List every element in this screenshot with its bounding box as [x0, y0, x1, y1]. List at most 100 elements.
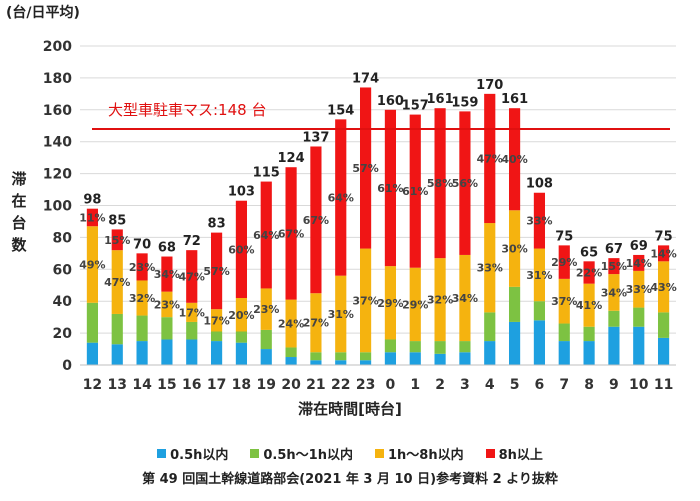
- bar-23-3: [359, 87, 372, 249]
- segment-label-6-3: 33%: [526, 215, 552, 228]
- segment-label-23-3: 57%: [352, 162, 378, 175]
- bar-4-1: [484, 312, 496, 342]
- bar-17-0: [210, 341, 223, 365]
- segment-label-11-3: 14%: [650, 247, 676, 260]
- segment-label-17-3: 57%: [203, 265, 229, 278]
- total-label-19: 115: [253, 166, 280, 181]
- segment-label-19-3: 64%: [253, 229, 279, 242]
- y-tick-label-1: 20: [53, 326, 73, 342]
- bar-17-3: [210, 232, 223, 310]
- segment-label-15-2: 23%: [154, 298, 180, 311]
- bar-7-2: [558, 278, 570, 324]
- bar-19-1: [260, 329, 272, 350]
- x-tick-label-10: 10: [629, 377, 649, 393]
- bar-12-2: [86, 226, 99, 303]
- bar-9-1: [608, 310, 620, 327]
- bar-20-2: [285, 299, 297, 348]
- total-label-6: 108: [526, 177, 553, 192]
- segment-label-3-3: 56%: [452, 177, 478, 190]
- bar-11-3: [657, 245, 670, 262]
- total-label-7: 75: [555, 229, 573, 244]
- segment-label-5-3: 40%: [501, 153, 527, 166]
- x-tick-label-4: 4: [485, 377, 495, 393]
- bar-14-2: [136, 280, 148, 316]
- bar-12-0: [86, 342, 99, 365]
- bar-18-0: [235, 342, 248, 365]
- total-label-13: 85: [108, 213, 126, 228]
- segment-label-1-3: 61%: [402, 185, 428, 198]
- unit-label: (台/日平均): [6, 5, 80, 21]
- bar-4-3: [484, 93, 496, 224]
- bar-13-2: [111, 250, 123, 314]
- bar-16-2: [186, 302, 198, 322]
- bar-17-2: [210, 309, 223, 332]
- x-axis-label: 滞在時間[時台]: [298, 400, 402, 418]
- total-label-16: 72: [183, 234, 201, 249]
- bar-5-3: [508, 108, 521, 211]
- bar-17-1: [210, 331, 223, 342]
- bar-15-3: [161, 256, 173, 292]
- bar-8-0: [583, 341, 595, 365]
- bar-1-0: [409, 352, 421, 365]
- legend-label-1: 0.5h～1h以内: [263, 448, 353, 463]
- bar-6-1: [533, 301, 546, 321]
- total-label-1: 157: [402, 99, 429, 114]
- segment-label-10-2: 33%: [626, 283, 652, 296]
- bar-7-1: [558, 323, 570, 342]
- y-tick-label-6: 120: [43, 167, 72, 183]
- segment-label-16-2: 17%: [179, 306, 205, 319]
- y-tick-label-9: 180: [43, 71, 72, 87]
- bar-22-1: [335, 352, 347, 361]
- bar-4-2: [484, 223, 496, 313]
- x-tick-label-21: 21: [306, 377, 325, 393]
- segment-label-10-3: 14%: [626, 257, 652, 270]
- bar-6-2: [533, 248, 546, 302]
- segment-label-15-3: 34%: [154, 268, 180, 281]
- bar-15-1: [161, 317, 173, 340]
- bar-1-2: [409, 267, 421, 342]
- bar-14-3: [136, 253, 148, 281]
- segment-label-8-2: 41%: [576, 299, 602, 312]
- bar-18-1: [235, 331, 248, 343]
- segment-label-21-2: 27%: [303, 317, 329, 330]
- total-label-15: 68: [158, 241, 176, 256]
- x-tick-label-18: 18: [232, 377, 251, 393]
- x-tick-label-1: 1: [410, 377, 420, 393]
- segment-label-2-2: 32%: [427, 294, 453, 307]
- bar-11-1: [657, 312, 670, 338]
- legend-item-0: 0.5h以内: [157, 444, 228, 463]
- total-label-23: 174: [352, 71, 379, 86]
- x-tick-label-6: 6: [535, 377, 545, 393]
- bar-23-2: [359, 248, 372, 353]
- bar-0-3: [384, 109, 397, 267]
- total-label-8: 65: [580, 245, 598, 260]
- x-tick-label-2: 2: [435, 377, 445, 393]
- bar-16-0: [186, 339, 198, 365]
- total-label-4: 170: [476, 78, 503, 93]
- legend-item-1: 0.5h～1h以内: [250, 444, 353, 463]
- bar-19-3: [260, 181, 272, 289]
- y-axis-label: 滞在台数: [11, 170, 27, 254]
- bar-23-1: [359, 352, 372, 361]
- y-tick-label-2: 40: [53, 294, 73, 310]
- segment-label-4-3: 47%: [477, 152, 503, 165]
- x-tick-label-3: 3: [460, 377, 470, 393]
- bar-6-0: [533, 320, 546, 365]
- bar-15-2: [161, 291, 173, 318]
- bar-7-0: [558, 341, 570, 365]
- y-tick-label-8: 160: [43, 103, 72, 119]
- bar-7-3: [558, 245, 570, 279]
- legend-swatch-2: [374, 449, 384, 458]
- x-tick-label-23: 23: [356, 377, 375, 393]
- legend-swatch-3: [485, 449, 495, 458]
- bar-18-3: [235, 200, 248, 299]
- x-tick-label-13: 13: [108, 377, 127, 393]
- segment-label-9-2: 34%: [601, 286, 627, 299]
- bar-12-3: [86, 208, 99, 227]
- x-tick-label-12: 12: [83, 377, 102, 393]
- segment-label-18-2: 20%: [228, 309, 254, 322]
- segment-label-19-2: 23%: [253, 303, 279, 316]
- segment-label-3-2: 34%: [452, 292, 478, 305]
- legend-label-3: 8h以上: [498, 448, 543, 463]
